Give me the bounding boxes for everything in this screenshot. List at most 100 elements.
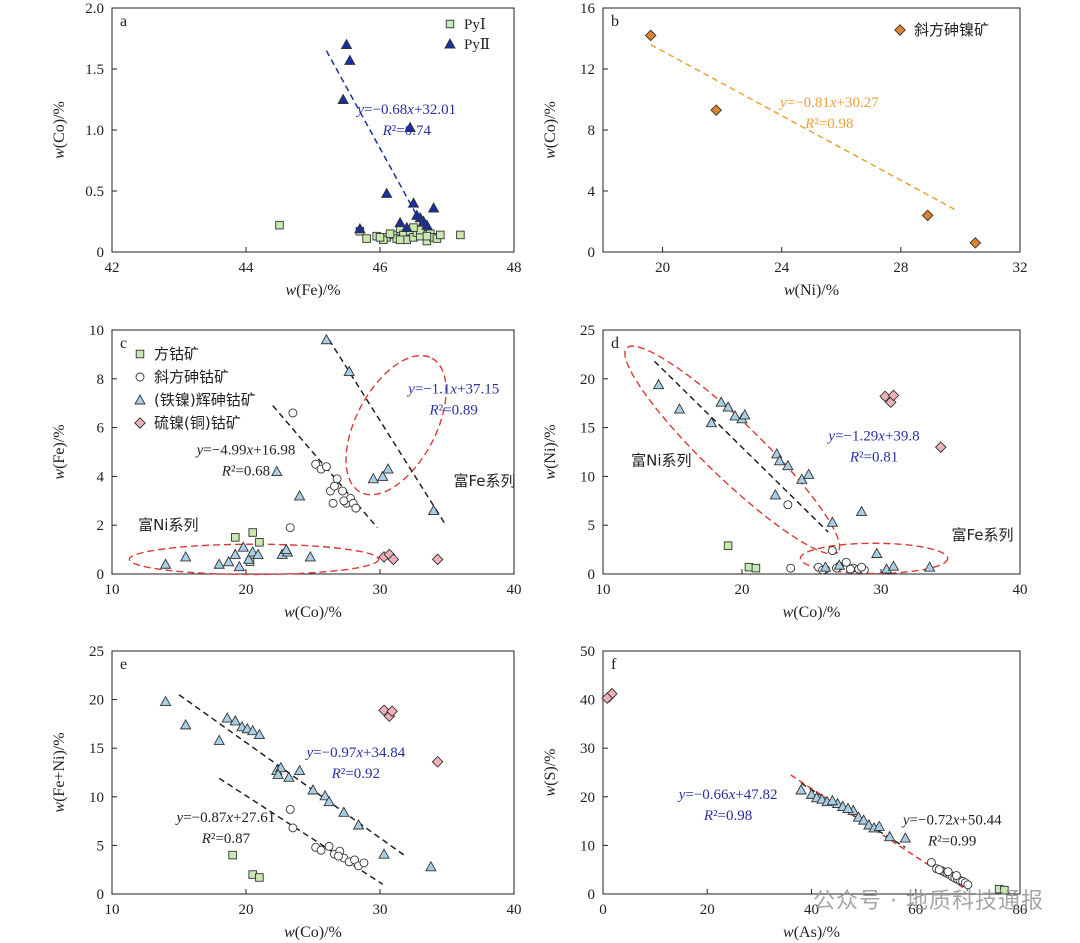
x-tick-label: 10	[596, 582, 611, 598]
data-point	[271, 465, 283, 476]
data-point	[887, 560, 900, 571]
x-tick-label: 80	[1013, 902, 1028, 918]
plot-frame	[111, 650, 515, 895]
data-point	[321, 462, 331, 472]
data-point	[795, 784, 807, 795]
data-point	[246, 724, 259, 736]
legend-marker	[135, 349, 145, 359]
y-tick-label: 0	[588, 567, 596, 583]
y-axis-label: w(Ni)/%	[542, 424, 559, 479]
fit-line	[325, 50, 428, 235]
fit-equation: R²=0.98	[703, 808, 752, 824]
data-point	[285, 523, 295, 533]
fit-equation: y=−1.29x+39.8	[826, 428, 919, 444]
y-tick-label: 0	[97, 567, 105, 583]
series-硫镍(铜)钴矿	[879, 389, 947, 453]
x-tick-label: 28	[893, 260, 908, 276]
data-point	[380, 187, 393, 198]
watermark: 公众号 · 地质科技通报	[813, 889, 1044, 914]
y-tick-label: 0.5	[85, 184, 104, 200]
fit-line	[790, 774, 969, 892]
y-tick-label: 8	[97, 372, 105, 388]
data-point	[723, 541, 733, 550]
fit-equation: y=−1.1x+37.15	[406, 381, 499, 397]
data-point	[293, 489, 306, 501]
fit-equation: y=−0.81x+30.27	[778, 95, 879, 111]
series-斜方砷钴矿	[285, 408, 361, 533]
y-tick-label: 50	[580, 644, 595, 660]
panel-letter: f	[611, 656, 617, 673]
data-point	[275, 220, 284, 230]
fit-line	[650, 43, 955, 210]
y-tick-label: 10	[89, 323, 104, 339]
y-tick-label: 8	[588, 123, 596, 139]
data-point	[456, 230, 465, 240]
data-point	[855, 505, 868, 516]
data-point	[367, 472, 380, 484]
data-point	[307, 784, 319, 795]
data-point	[899, 832, 912, 843]
data-point	[338, 486, 347, 496]
data-point	[242, 553, 255, 564]
data-point	[338, 806, 350, 817]
data-point	[375, 233, 385, 242]
legend-marker	[135, 372, 145, 382]
data-point	[769, 489, 782, 500]
series-PyⅡ	[337, 38, 440, 234]
panel-d: 10 20 30 40 0 5 10 15 20 25 w(Co)/% w(Ni)/% d y=−1.29…	[542, 323, 1028, 621]
y-axis-label: w(Co)/%	[51, 101, 68, 159]
y-tick-label: 5	[588, 518, 596, 534]
data-point	[652, 378, 665, 390]
x-tick-label: 20	[735, 582, 750, 598]
panel-letter: b	[611, 13, 619, 30]
series-方钴矿	[723, 541, 761, 573]
data-point	[431, 553, 444, 566]
data-point	[332, 474, 342, 484]
x-tick-label: 10	[105, 582, 120, 598]
panel-letter: d	[611, 335, 619, 352]
plot-frame	[111, 7, 515, 253]
legend-marker	[894, 24, 906, 36]
series-方钴矿	[228, 850, 264, 882]
data-point	[359, 858, 369, 868]
legend-label: 硫镍(铜)钴矿	[154, 414, 241, 432]
data-point	[228, 850, 237, 860]
data-point	[883, 830, 896, 842]
x-tick-label: 30	[874, 582, 889, 598]
data-point	[644, 29, 657, 42]
data-point	[351, 503, 361, 513]
panel-letter: c	[120, 335, 127, 352]
fit-equation: R²=0.74	[382, 123, 432, 139]
y-tick-label: 4	[97, 469, 105, 485]
y-tick-label: 2	[97, 518, 105, 534]
x-axis-label: w(As)/%	[783, 924, 840, 941]
data-point	[871, 547, 883, 558]
data-point	[229, 548, 242, 559]
series-annotation: 富Ni系列	[138, 516, 198, 534]
panel-c: 10 20 30 40 0 2 4 6 8 10 w(Co)/% w(Fe)/% c y=−1.1x+37…	[51, 323, 522, 621]
x-tick-label: 20	[655, 260, 670, 276]
x-tick-label: 42	[105, 260, 120, 276]
data-point	[285, 804, 295, 814]
data-point	[751, 563, 761, 573]
series-annotation: 富Ni系列	[631, 452, 691, 470]
y-tick-label: 15	[580, 421, 595, 437]
data-point	[378, 704, 390, 717]
plot-frame	[602, 329, 1021, 575]
plot-frame	[111, 329, 515, 575]
data-point	[863, 819, 875, 830]
y-tick-label: 1.5	[85, 62, 104, 78]
panel-e: 10 20 30 40 0 5 10 15 20 25 w(Co)/% w(Fe+Ni)/% e y=−0…	[51, 644, 522, 941]
y-tick-label: 2.0	[85, 1, 104, 17]
legend-label: PyⅡ	[464, 37, 490, 53]
fit-equation: R²=0.81	[849, 449, 898, 465]
data-point	[739, 408, 751, 420]
x-axis-label: w(Fe)/%	[285, 282, 340, 299]
data-point	[378, 848, 390, 859]
data-point	[344, 54, 356, 65]
data-point	[376, 470, 389, 481]
data-point	[343, 365, 355, 376]
data-point	[826, 794, 839, 806]
series-(铁镍)辉砷钴矿	[652, 378, 936, 574]
series-(铁镍)辉砷钴矿	[159, 333, 440, 572]
